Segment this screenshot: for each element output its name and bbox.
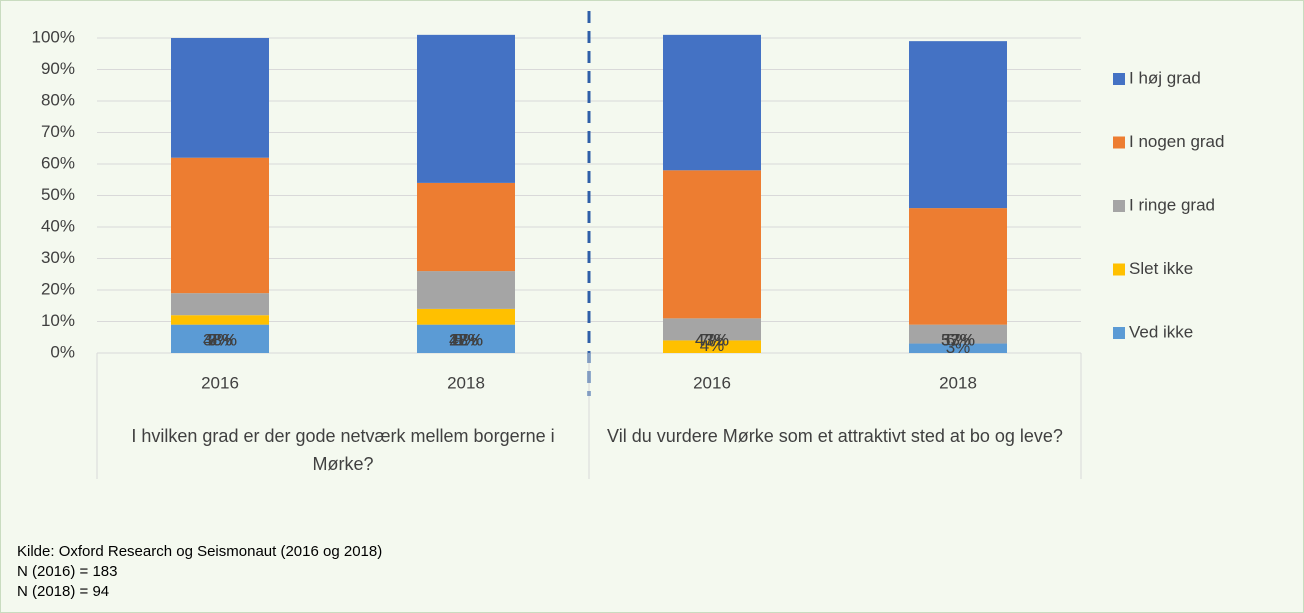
data-label: 47% (449, 330, 483, 349)
legend-label: Slet ikke (1129, 259, 1193, 278)
note: N (2018) = 94 (17, 583, 110, 600)
data-label: 5% (454, 330, 479, 349)
data-label: 9% (454, 330, 479, 349)
data-label: 7% (208, 330, 233, 349)
bar-segment (909, 208, 1007, 325)
data-label: 6% (946, 330, 971, 349)
y-tick-label: 0% (50, 342, 75, 361)
data-label: 53% (941, 330, 975, 349)
data-label: 7% (700, 330, 725, 349)
x-tick-label: 2016 (201, 373, 239, 392)
legend-swatch (1113, 200, 1125, 212)
bar-segment (663, 340, 761, 353)
y-tick-label: 30% (41, 248, 75, 267)
y-tick-label: 50% (41, 185, 75, 204)
y-tick-label: 10% (41, 311, 75, 330)
legend-swatch (1113, 327, 1125, 339)
bar-segment (417, 182, 515, 272)
bar-segment (417, 324, 515, 353)
data-label: 9% (208, 330, 233, 349)
y-tick-label: 70% (41, 122, 75, 141)
bar-segment (171, 157, 269, 294)
notes: Kilde: Oxford Research og Seismonaut (20… (17, 542, 382, 602)
y-tick-label: 100% (32, 27, 75, 46)
bar-segment (171, 324, 269, 353)
data-label: 28% (449, 330, 483, 349)
bar-segment (171, 38, 269, 158)
data-label: 43% (203, 330, 237, 349)
legend-swatch (1113, 263, 1125, 276)
legend-label: I høj grad (1129, 68, 1201, 87)
y-tick-label: 40% (41, 216, 75, 235)
x-tick-label: 2018 (447, 373, 485, 392)
data-label: 3% (208, 330, 233, 349)
note: Kilde: Oxford Research og Seismonaut (20… (17, 543, 383, 560)
data-label: 12% (449, 330, 483, 349)
y-tick-label: 60% (41, 153, 75, 172)
legend-label: Ved ikke (1129, 322, 1193, 341)
data-label: 38% (203, 330, 237, 349)
bar-segment (909, 41, 1007, 209)
bar-segment (663, 318, 761, 341)
y-tick-label: 80% (41, 90, 75, 109)
legend-label: I ringe grad (1129, 195, 1215, 214)
note: N (2016) = 183 (17, 563, 118, 580)
bar-segment (171, 293, 269, 316)
data-label: 47% (695, 330, 729, 349)
data-label: 4% (700, 336, 725, 355)
bar-segment (909, 324, 1007, 344)
bar-segment (909, 343, 1007, 353)
bar-segment (417, 271, 515, 309)
legend-label: I nogen grad (1129, 132, 1224, 151)
x-tick-label: 2016 (693, 373, 731, 392)
bar-segment (663, 170, 761, 319)
legend-swatch (1113, 73, 1125, 85)
y-tick-label: 20% (41, 279, 75, 298)
legend-swatch (1113, 136, 1125, 149)
bar-segment (417, 308, 515, 325)
x-tick-label: 2018 (939, 373, 977, 392)
group-label: Vil du vurdere Mørke som et attraktivt s… (607, 426, 1063, 446)
group-label: I hvilken grad er der gode netværk melle… (131, 426, 555, 474)
data-label: 37% (941, 330, 975, 349)
y-tick-label: 90% (41, 59, 75, 78)
data-label: 43% (695, 330, 729, 349)
bar-segment (663, 34, 761, 171)
bar-segment (417, 34, 515, 183)
bar-segment (171, 315, 269, 325)
